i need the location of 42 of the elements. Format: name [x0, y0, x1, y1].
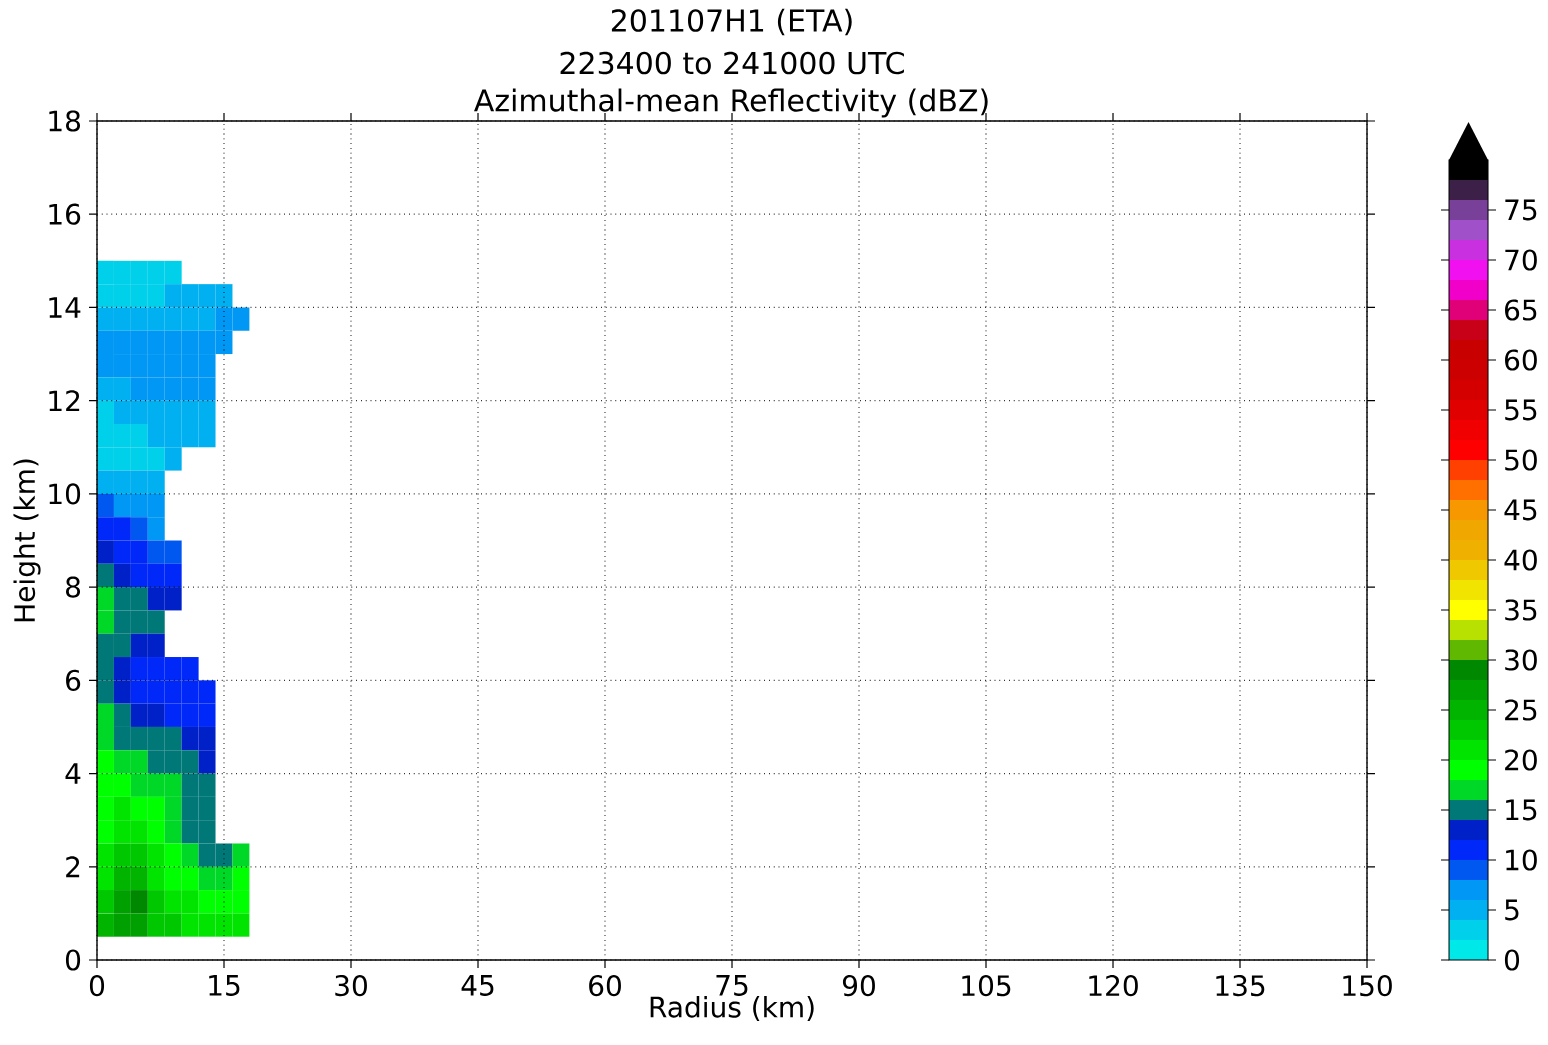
color-bar-label: 65 — [1505, 299, 1537, 321]
color-bar-label: 45 — [1504, 499, 1537, 521]
y-axis-title: Height (km) — [13, 459, 41, 622]
y-tick-label: 4 — [65, 763, 81, 784]
color-bar-label: 70 — [1505, 249, 1537, 271]
x-tick-label: 105 — [962, 975, 1011, 997]
y-tick-label: 14 — [49, 297, 81, 318]
y-tick-label: 10 — [49, 483, 81, 505]
chart-subtitle: 223400 to 241000 UTC — [560, 51, 904, 75]
x-tick-label: 30 — [335, 975, 367, 997]
x-tick-label: 0 — [89, 975, 105, 997]
y-tick-label: 2 — [66, 856, 80, 878]
color-bar-label: 75 — [1505, 199, 1537, 221]
color-bar-label: 55 — [1505, 399, 1537, 421]
color-bar-label: 60 — [1505, 349, 1537, 371]
color-bar-label: 25 — [1505, 699, 1537, 721]
color-bar-label: 15 — [1506, 799, 1537, 821]
chart-title: 201107H1 (ETA) — [611, 8, 852, 36]
x-tick-label: 15 — [209, 975, 240, 996]
color-bar-label: 0 — [1504, 949, 1520, 971]
y-tick-label: 8 — [66, 576, 81, 598]
y-tick-label: 0 — [65, 949, 81, 971]
color-bar-label: 10 — [1506, 849, 1537, 871]
text: Azimuthal-mean Reflectivity (dBZ) — [474, 88, 988, 118]
x-tick-label: 135 — [1216, 975, 1265, 997]
x-tick-label: 75 — [716, 975, 748, 996]
y-tick-label: 16 — [49, 203, 81, 225]
y-tick-label: 6 — [66, 669, 81, 691]
x-tick-label: 90 — [842, 975, 875, 997]
y-tick-label: 18 — [49, 110, 81, 132]
y-tick-label: 12 — [49, 390, 80, 412]
color-bar-label: 50 — [1505, 449, 1537, 471]
x-axis-title: Radius (km) — [650, 995, 814, 1021]
x-tick-label: 120 — [1089, 975, 1138, 997]
color-bar-label: 30 — [1505, 649, 1537, 671]
x-tick-label: 60 — [589, 975, 621, 997]
color-bar-label: 5 — [1505, 899, 1519, 921]
x-tick-label: 45 — [461, 975, 494, 996]
color-bar-label: 20 — [1505, 749, 1537, 771]
color-bar-label: 35 — [1505, 599, 1537, 621]
x-tick-label: 150 — [1343, 975, 1392, 997]
color-bar-label: 40 — [1504, 549, 1537, 571]
